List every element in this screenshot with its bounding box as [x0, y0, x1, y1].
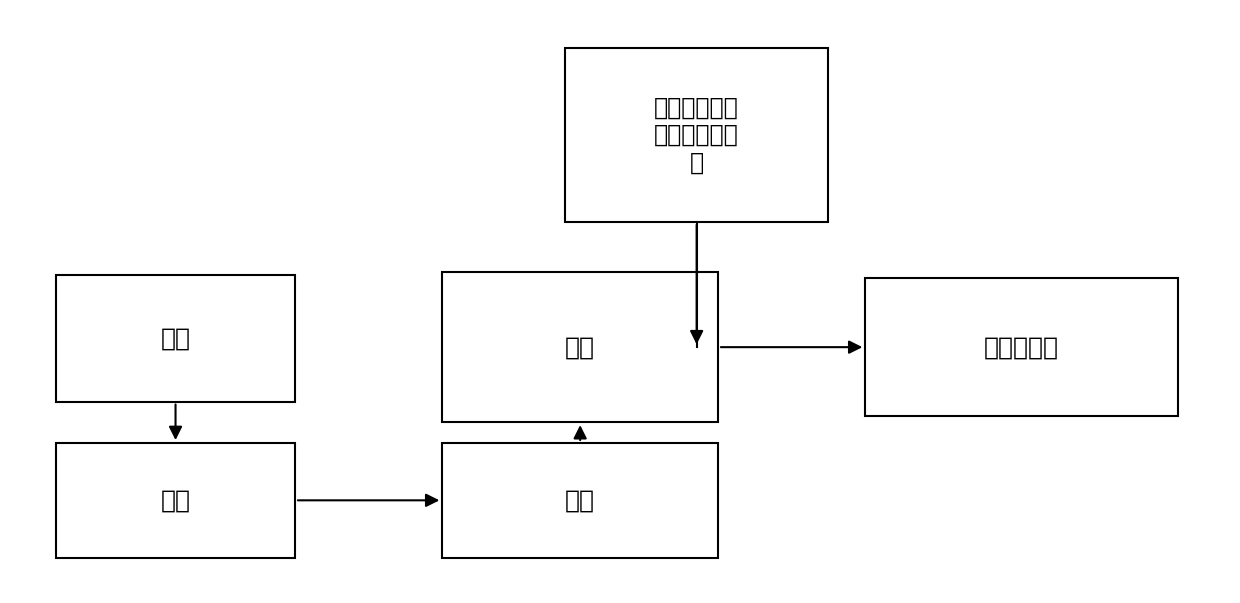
- FancyBboxPatch shape: [565, 48, 828, 222]
- FancyBboxPatch shape: [443, 443, 718, 558]
- FancyBboxPatch shape: [56, 275, 295, 402]
- Text: 将成型毛坯块
先用金属皮包
裹: 将成型毛坯块 先用金属皮包 裹: [655, 95, 739, 175]
- FancyBboxPatch shape: [56, 443, 295, 558]
- Text: 熔炼: 熔炼: [160, 326, 191, 350]
- Text: 制粉: 制粉: [565, 488, 595, 513]
- Text: 烧结及回火: 烧结及回火: [985, 335, 1059, 359]
- FancyBboxPatch shape: [443, 272, 718, 422]
- Text: 铸锭: 铸锭: [160, 488, 191, 513]
- FancyBboxPatch shape: [866, 278, 1178, 417]
- Text: 成型: 成型: [565, 335, 595, 359]
